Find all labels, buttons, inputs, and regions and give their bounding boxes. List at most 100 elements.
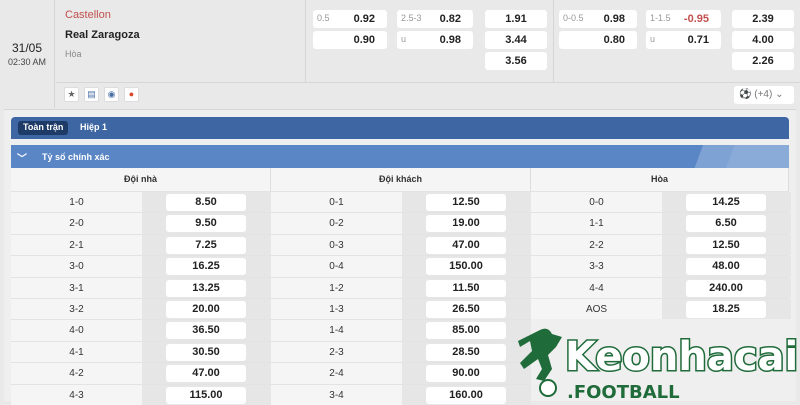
score-label: 3-2 — [69, 303, 84, 315]
svg-text:Keonhacai: Keonhacai — [565, 334, 798, 380]
more-markets-button[interactable]: ⚽ (+4) ⌄ — [734, 86, 794, 104]
odd-button[interactable]: 14.25 — [686, 194, 766, 211]
score-label: 4-3 — [69, 389, 84, 401]
score-label: 0-0 — [589, 197, 604, 208]
odd: 0.82 — [439, 13, 461, 25]
odd: 2.39 — [752, 13, 774, 25]
table-row: 3-0 16.25 — [11, 255, 271, 277]
odd-button[interactable]: 85.00 — [426, 322, 506, 340]
fire-icon[interactable]: ● — [124, 87, 139, 102]
odd-button[interactable]: 11.50 — [426, 279, 506, 297]
score-label: AOS — [585, 303, 608, 315]
score-label: 3-4 — [329, 389, 344, 401]
odd-button[interactable]: 12.50 — [426, 194, 506, 211]
odd-cell: 7.25 — [142, 234, 271, 256]
odd: -0.95 — [683, 13, 709, 25]
match-datetime: 31/05 02:30 AM — [0, 0, 55, 108]
odd-button[interactable]: 30.50 — [166, 343, 246, 361]
column-header: Đội nhà — [11, 168, 271, 191]
h1-ou-under[interactable]: u 0.71 — [646, 31, 721, 49]
score-label: 0-4 — [329, 261, 344, 273]
score-label: 2-0 — [69, 218, 84, 230]
table-row: 2-3 28.50 — [271, 340, 531, 363]
score-label: 4-2 — [69, 368, 84, 380]
odd-button[interactable]: 16.25 — [166, 258, 246, 276]
h1-1x2-draw[interactable]: 2.26 — [732, 52, 794, 70]
line: 2.5-3 — [401, 13, 422, 23]
odd-cell: 36.50 — [142, 320, 271, 341]
table-row: 4-4 240.00 — [531, 276, 791, 298]
odd-button[interactable]: 36.50 — [166, 322, 246, 340]
odd-button[interactable]: 160.00 — [426, 386, 506, 404]
odd-button[interactable]: 19.00 — [426, 215, 506, 233]
odd-button[interactable]: 28.50 — [426, 343, 506, 361]
odd-button[interactable]: 13.25 — [166, 279, 246, 297]
odd-button[interactable]: 240.00 — [686, 279, 766, 297]
odd-cell: 85.00 — [402, 320, 531, 341]
table-row: 1-4 85.00 — [271, 319, 531, 341]
table-row: 1-0 8.50 — [11, 191, 271, 213]
svg-text:.FOOTBALL: .FOOTBALL — [567, 382, 680, 401]
chevron-down-icon[interactable]: ﹀ — [17, 154, 27, 165]
odd: 2.26 — [752, 55, 774, 67]
score-label: 1-2 — [329, 282, 344, 294]
divider — [56, 82, 800, 83]
star-icon[interactable]: ★ — [64, 87, 79, 102]
table-row: 2-0 9.50 — [11, 212, 271, 234]
h1-ou-over[interactable]: 1-1.5 -0.95 — [646, 10, 721, 28]
eye-icon[interactable]: ◉ — [104, 87, 119, 102]
ft-1x2-home[interactable]: 1.91 — [485, 10, 547, 28]
column-0: Đội nhà 1-0 8.50 2-0 9.50 2-1 7.25 3-0 16.25 3-1 1… — [11, 168, 271, 405]
odd-cell: 6.50 — [662, 213, 791, 234]
odd: 3.44 — [505, 34, 527, 46]
odd-button[interactable]: 48.00 — [686, 258, 766, 276]
tab-full-time[interactable]: Toàn trận — [18, 121, 69, 135]
odd-button[interactable]: 90.00 — [426, 365, 506, 383]
odd: 0.90 — [353, 34, 375, 46]
tab-first-half[interactable]: Hiệp 1 — [80, 122, 108, 132]
ft-ou-over[interactable]: 2.5-3 0.82 — [397, 10, 473, 28]
table-row: 3-4 160.00 — [271, 383, 531, 405]
odd: 0.98 — [603, 13, 625, 25]
odd-button[interactable]: 18.25 — [686, 300, 766, 318]
chevron-double-down-icon: ⌄ — [775, 89, 784, 100]
odd-button[interactable]: 115.00 — [166, 386, 246, 404]
h1-hdp-away[interactable]: 0.80 — [559, 31, 637, 49]
odd-button[interactable]: 7.25 — [166, 236, 246, 254]
table-row: 3-2 20.00 — [11, 297, 271, 320]
ft-hdp-home[interactable]: 0.5 0.92 — [313, 10, 387, 28]
table-row: 1-2 11.50 — [271, 276, 531, 298]
ft-ou-under[interactable]: u 0.98 — [397, 31, 473, 49]
section-header[interactable]: ﹀ Tỷ số chính xác — [11, 145, 789, 168]
odd-button[interactable]: 20.00 — [166, 300, 246, 318]
stats-icon[interactable]: ▤ — [84, 87, 99, 102]
ft-1x2-draw[interactable]: 3.56 — [485, 52, 547, 70]
line: 0-0.5 — [563, 13, 584, 23]
column-header: Hòa — [531, 168, 789, 191]
odd-button[interactable]: 150.00 — [426, 258, 506, 276]
odd: 0.80 — [603, 34, 625, 46]
odd-button[interactable]: 47.00 — [426, 236, 506, 254]
match-date: 31/05 — [11, 41, 43, 55]
period-tabs: Toàn trận Hiệp 1 — [11, 117, 789, 139]
odd-button[interactable]: 12.50 — [686, 236, 766, 254]
odd-button[interactable]: 6.50 — [686, 215, 766, 233]
more-count: (+4) — [754, 89, 773, 100]
h1-1x2-home[interactable]: 2.39 — [732, 10, 794, 28]
ft-hdp-away[interactable]: 0.90 — [313, 31, 387, 49]
odd-button[interactable]: 9.50 — [166, 215, 246, 233]
ft-1x2-away[interactable]: 3.44 — [485, 31, 547, 49]
h1-hdp-home[interactable]: 0-0.5 0.98 — [559, 10, 637, 28]
score-label: 4-0 — [69, 325, 84, 337]
odd: 1.91 — [505, 13, 527, 25]
odd-button[interactable]: 47.00 — [166, 365, 246, 383]
odd-button[interactable]: 26.50 — [426, 300, 506, 318]
section-title: Tỷ số chính xác — [42, 152, 110, 162]
odd-button[interactable]: 8.50 — [166, 194, 246, 211]
h1-1x2-away[interactable]: 4.00 — [732, 31, 794, 49]
table-row: 0-2 19.00 — [271, 212, 531, 234]
table-row: 0-0 14.25 — [531, 191, 791, 213]
match-actions: ★ ▤ ◉ ● — [64, 87, 139, 102]
table-row: 2-2 12.50 — [531, 233, 791, 256]
match-teams[interactable]: Castellon Real Zaragoza Hòa — [56, 0, 306, 82]
